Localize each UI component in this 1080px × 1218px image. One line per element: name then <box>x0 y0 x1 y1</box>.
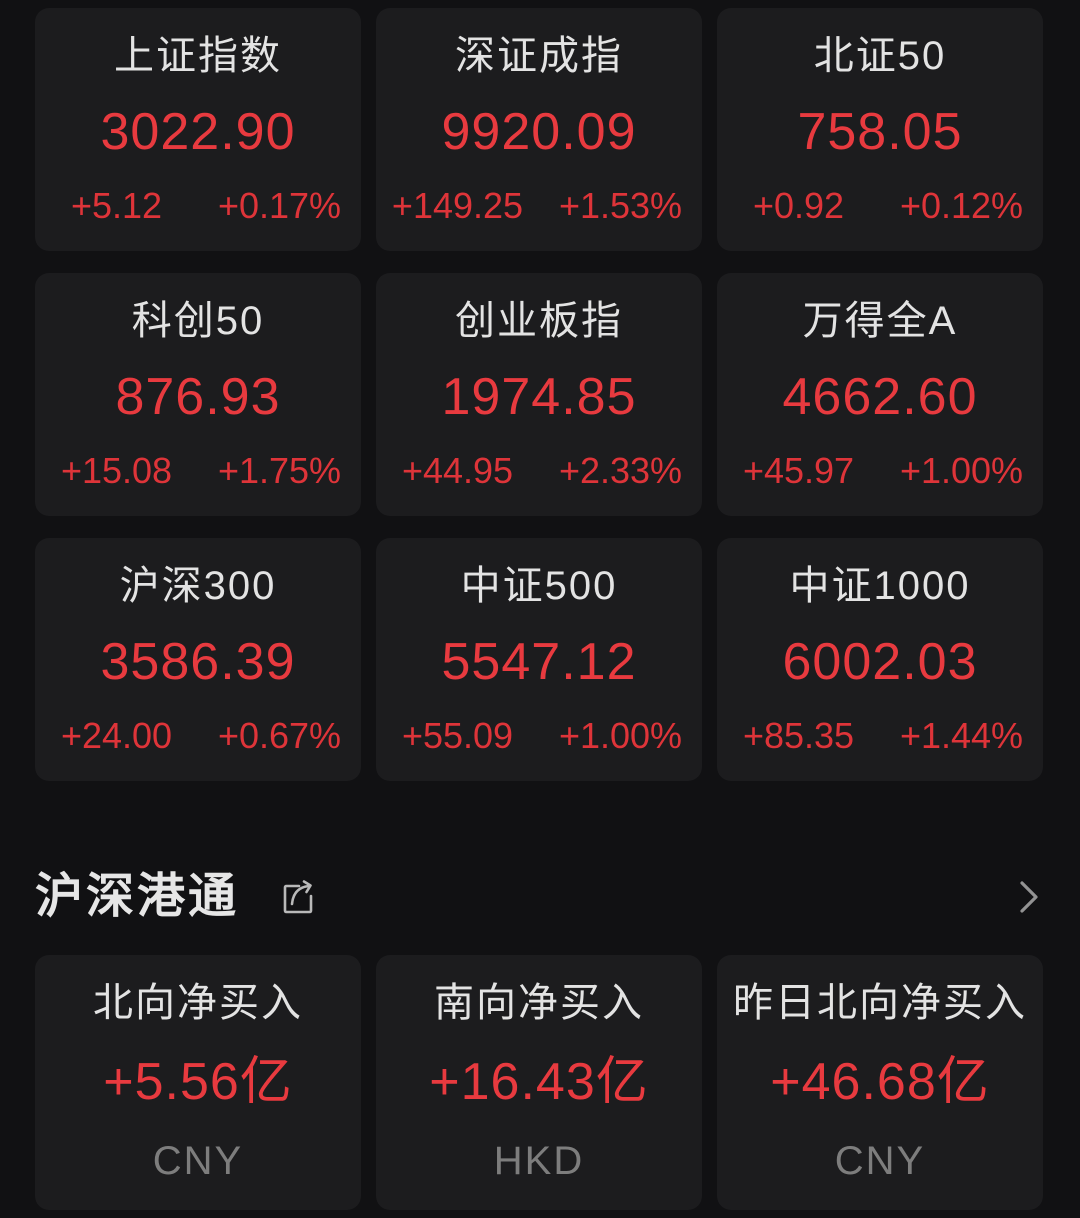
connect-value: +46.68亿 <box>770 1052 990 1111</box>
index-card-csi500[interactable]: 中证500 5547.12 +55.09 +1.00% <box>376 538 702 781</box>
connect-name: 昨日北向净买入 <box>733 981 1027 1025</box>
index-change-pct: +1.00% <box>899 450 1024 492</box>
index-change: +24.00 <box>60 715 173 757</box>
index-card-chinext[interactable]: 创业板指 1974.85 +44.95 +2.33% <box>376 273 702 516</box>
index-name: 万得全A <box>802 299 958 343</box>
index-change-pct: +1.75% <box>217 450 342 492</box>
index-name: 中证500 <box>460 564 618 608</box>
connect-value: +16.43亿 <box>429 1052 649 1111</box>
index-change: +0.92 <box>752 185 845 227</box>
index-name: 北证50 <box>813 34 947 78</box>
index-value: 3586.39 <box>100 633 296 692</box>
index-change-row: +149.25 +1.53% <box>376 187 702 225</box>
index-change-row: +24.00 +0.67% <box>35 717 361 755</box>
connect-name: 北向净买入 <box>93 981 303 1025</box>
index-change-pct: +1.00% <box>558 715 683 757</box>
index-card-wind-all-a[interactable]: 万得全A 4662.60 +45.97 +1.00% <box>717 273 1043 516</box>
index-card-shenzhen-component[interactable]: 深证成指 9920.09 +149.25 +1.53% <box>376 8 702 251</box>
index-value: 3022.90 <box>100 103 296 162</box>
connect-card-northbound[interactable]: 北向净买入 +5.56亿 CNY <box>35 955 361 1210</box>
index-name: 创业板指 <box>455 299 623 343</box>
index-change-pct: +2.33% <box>558 450 683 492</box>
index-name: 科创50 <box>131 299 265 343</box>
index-change-pct: +1.44% <box>899 715 1024 757</box>
index-card-csi1000[interactable]: 中证1000 6002.03 +85.35 +1.44% <box>717 538 1043 781</box>
index-change: +149.25 <box>391 185 524 227</box>
index-change-pct: +0.67% <box>217 715 342 757</box>
index-value: 4662.60 <box>782 368 978 427</box>
index-change: +44.95 <box>401 450 514 492</box>
index-change-row: +44.95 +2.33% <box>376 452 702 490</box>
index-change-row: +0.92 +0.12% <box>717 187 1043 225</box>
index-card-csi300[interactable]: 沪深300 3586.39 +24.00 +0.67% <box>35 538 361 781</box>
index-change: +85.35 <box>742 715 855 757</box>
connect-card-southbound[interactable]: 南向净买入 +16.43亿 HKD <box>376 955 702 1210</box>
connect-value: +5.56亿 <box>103 1052 293 1111</box>
index-change-row: +45.97 +1.00% <box>717 452 1043 490</box>
index-change: +15.08 <box>60 450 173 492</box>
index-change-row: +85.35 +1.44% <box>717 717 1043 755</box>
connect-name: 南向净买入 <box>434 981 644 1025</box>
index-change: +5.12 <box>70 185 163 227</box>
index-change: +45.97 <box>742 450 855 492</box>
index-card-star50[interactable]: 科创50 876.93 +15.08 +1.75% <box>35 273 361 516</box>
stock-connect-card-grid: 北向净买入 +5.56亿 CNY 南向净买入 +16.43亿 HKD 昨日北向净… <box>0 955 1080 1210</box>
share-export-icon[interactable] <box>279 876 317 918</box>
index-change: +55.09 <box>401 715 514 757</box>
index-change-row: +5.12 +0.17% <box>35 187 361 225</box>
index-value: 1974.85 <box>441 368 637 427</box>
index-change-row: +15.08 +1.75% <box>35 452 361 490</box>
index-change-pct: +0.12% <box>899 185 1024 227</box>
index-value: 876.93 <box>115 368 281 427</box>
section-title: 沪深港通 <box>35 870 240 923</box>
index-change-pct: +1.53% <box>558 185 683 227</box>
connect-currency: CNY <box>152 1139 244 1183</box>
index-name: 中证1000 <box>789 564 971 608</box>
index-name: 沪深300 <box>119 564 277 608</box>
index-value: 9920.09 <box>441 103 637 162</box>
connect-currency: HKD <box>493 1139 585 1183</box>
index-change-pct: +0.17% <box>217 185 342 227</box>
index-card-grid: 上证指数 3022.90 +5.12 +0.17% 深证成指 9920.09 +… <box>35 8 1043 781</box>
connect-card-yesterday-northbound[interactable]: 昨日北向净买入 +46.68亿 CNY <box>717 955 1043 1210</box>
index-value: 758.05 <box>797 103 963 162</box>
index-change-row: +55.09 +1.00% <box>376 717 702 755</box>
index-name: 上证指数 <box>114 34 282 78</box>
index-value: 5547.12 <box>441 633 637 692</box>
index-name: 深证成指 <box>455 34 623 78</box>
index-card-bse50[interactable]: 北证50 758.05 +0.92 +0.12% <box>717 8 1043 251</box>
connect-currency: CNY <box>834 1139 926 1183</box>
stock-connect-section-header[interactable]: 沪深港通 <box>35 871 1043 923</box>
index-value: 6002.03 <box>782 633 978 692</box>
chevron-right-icon[interactable] <box>1015 877 1043 917</box>
index-card-shanghai-composite[interactable]: 上证指数 3022.90 +5.12 +0.17% <box>35 8 361 251</box>
